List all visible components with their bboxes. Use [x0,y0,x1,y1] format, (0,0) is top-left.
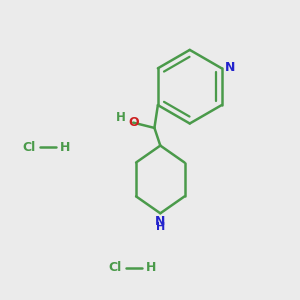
Text: Cl: Cl [108,261,121,274]
Text: O: O [128,116,139,129]
Text: N: N [225,61,236,74]
Text: N: N [155,215,166,228]
Text: H: H [116,111,125,124]
Text: H: H [60,141,70,154]
Text: Cl: Cl [23,141,36,154]
Text: H: H [156,221,165,232]
Text: H: H [146,261,156,274]
